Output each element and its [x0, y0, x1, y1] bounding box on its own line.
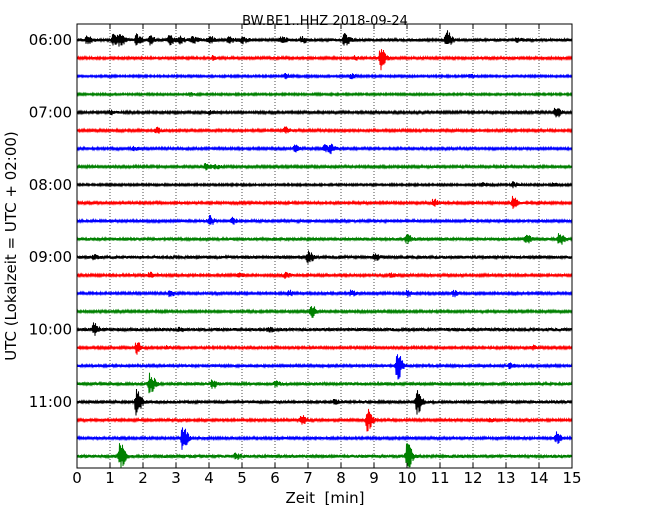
trace-0750 — [76, 427, 573, 450]
trace-0625 — [76, 126, 573, 134]
x-tick-label: 7 — [303, 469, 313, 487]
trace-0650 — [76, 215, 573, 225]
x-tick-label: 12 — [463, 469, 482, 487]
y-tick-label: 08:00 — [29, 176, 72, 194]
trace-0635 — [76, 162, 573, 171]
trace-0715 — [76, 306, 573, 318]
x-tick-label: 8 — [336, 469, 346, 487]
x-tick-label: 0 — [72, 469, 82, 487]
trace-0730 — [76, 354, 573, 380]
trace-0700 — [76, 250, 573, 264]
y-axis-label: UTC (Lokalzeit = UTC + 02:00) — [2, 131, 20, 361]
trace-0615 — [76, 91, 573, 98]
x-tick-label: 3 — [171, 469, 181, 487]
x-tick-label: 9 — [369, 469, 379, 487]
plot-frame — [76, 23, 573, 469]
trace-0705 — [76, 271, 573, 280]
x-tick-label: 5 — [237, 469, 247, 487]
x-tick-label: 4 — [204, 469, 214, 487]
x-tick-label: 6 — [270, 469, 280, 487]
trace-0630 — [76, 143, 573, 155]
trace-0735 — [76, 372, 573, 394]
trace-0720 — [76, 322, 573, 336]
trace-group — [76, 30, 573, 468]
y-tick-label: 06:00 — [29, 31, 72, 49]
x-tick-label: 10 — [397, 469, 416, 487]
x-tick-label: 14 — [529, 469, 548, 487]
trace-0745 — [76, 408, 573, 432]
x-tick-label: 11 — [430, 469, 449, 487]
x-tick-label: 2 — [138, 469, 148, 487]
trace-0740 — [76, 389, 573, 416]
y-tick-label: 11:00 — [29, 393, 72, 411]
trace-0645 — [76, 195, 573, 209]
trace-0600 — [76, 30, 573, 47]
y-axis: 06:00 07:00 08:00 09:00 10:00 11:00 — [29, 31, 572, 411]
y-tick-label: 07:00 — [29, 103, 72, 121]
trace-0725 — [76, 342, 573, 355]
x-tick-label: 15 — [562, 469, 581, 487]
trace-0640 — [76, 181, 573, 189]
trace-0605 — [76, 49, 573, 71]
x-tick-label: 13 — [496, 469, 515, 487]
trace-0620 — [76, 107, 573, 118]
grid-lines — [109, 24, 540, 468]
y-tick-label: 09:00 — [29, 248, 72, 266]
trace-0710 — [76, 289, 573, 298]
trace-0610 — [76, 72, 573, 80]
trace-0655 — [76, 233, 573, 245]
chart-title: BW.BE1..HHZ 2018-09-24 — [242, 14, 408, 29]
y-tick-label: 10:00 — [29, 321, 72, 339]
trace-0755 — [76, 443, 573, 468]
x-axis: 0 1 2 3 4 5 6 7 8 9 10 11 12 13 14 15 — [72, 24, 582, 487]
x-axis-label: Zeit [min] — [285, 489, 364, 507]
x-tick-label: 1 — [105, 469, 115, 487]
